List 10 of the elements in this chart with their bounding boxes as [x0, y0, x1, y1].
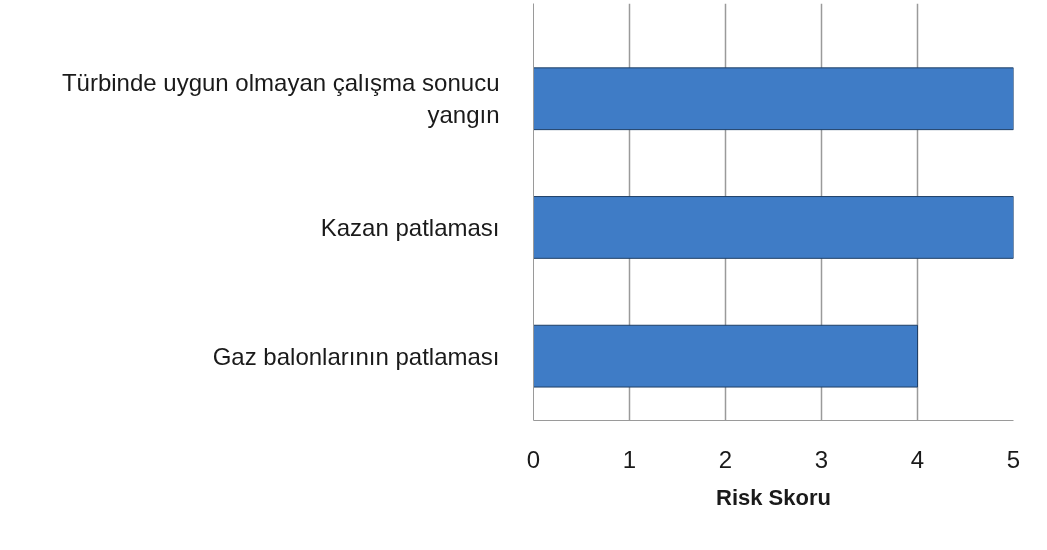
x-tick-label: 0 — [526, 445, 541, 473]
x-tick-label: 5 — [1006, 445, 1021, 473]
x-tick-label: 4 — [910, 445, 925, 473]
y-tick-label: Türbinde uygun olmayan çalışma sonucu yangın — [61, 69, 500, 129]
y-tick-label: Gaz balonlarının patlaması — [212, 342, 500, 370]
x-tick-label: 3 — [814, 445, 829, 473]
x-tick-label: 1 — [622, 445, 637, 473]
x-tick-label: 2 — [718, 445, 733, 473]
y-tick-label: Kazan patlaması — [320, 213, 500, 241]
x-axis-title: Risk Skoru — [716, 484, 831, 510]
